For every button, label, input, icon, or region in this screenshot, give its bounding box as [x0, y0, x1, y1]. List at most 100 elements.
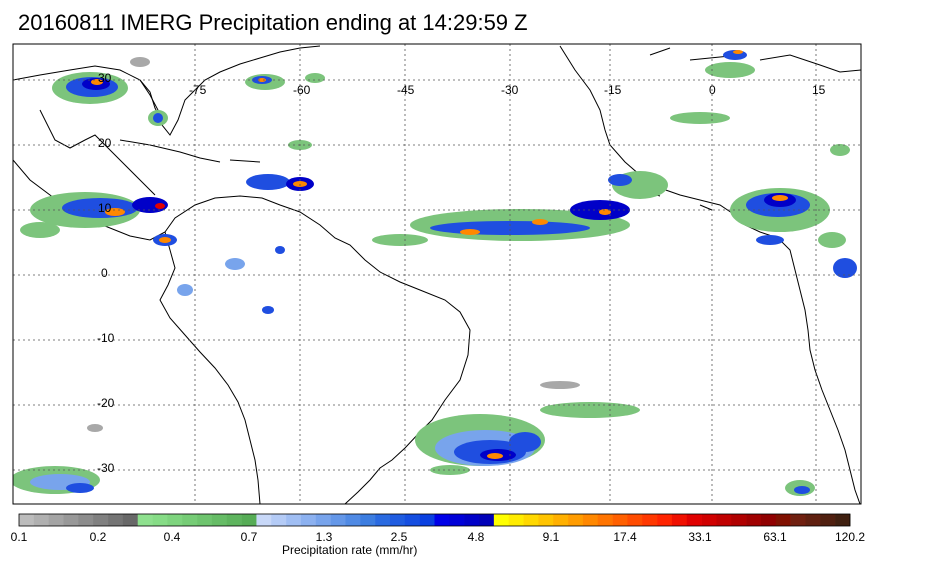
precip-patch-green [818, 232, 846, 248]
colorbar-cell [122, 514, 139, 526]
precip-patch-orange [487, 453, 503, 459]
lat-label-10s: -10 [97, 331, 115, 345]
precip-southwest-corner [13, 424, 815, 496]
colorbar-label-1: 0.2 [89, 530, 107, 544]
colorbar-cell [137, 514, 153, 526]
colorbar-label-5: 2.5 [390, 530, 408, 544]
colorbar-cell [182, 514, 198, 526]
precip-patch-lightblue [225, 258, 245, 270]
colorbar-cell [271, 514, 287, 526]
colorbar-cell [523, 514, 539, 526]
colorbar-cell [152, 514, 168, 526]
graticule [13, 44, 861, 504]
precip-patch-blue [430, 221, 590, 235]
colorbar-cell [686, 514, 702, 526]
colorbar-cell [197, 514, 213, 526]
precip-patch-orange [460, 229, 480, 235]
africa-coast [559, 45, 861, 504]
colorbar-cell [479, 514, 495, 526]
colorbar-cell [597, 514, 613, 526]
lon-label-0: 0 [709, 83, 716, 97]
lon-label-75w: -75 [189, 83, 207, 97]
precip-patch-orange [258, 78, 266, 82]
colorbar-cell [330, 514, 346, 526]
longitude-labels: -75 -60 -45 -30 -15 0 15 [189, 83, 826, 97]
mediterranean-coast [649, 47, 861, 73]
colorbar [18, 513, 851, 527]
lat-label-10n: 10 [98, 201, 112, 215]
colorbar-cell [360, 514, 376, 526]
lat-label-0: 0 [101, 266, 108, 280]
colorbar-title: Precipitation rate (mm/hr) [282, 543, 418, 557]
south-america-west-coast [159, 231, 261, 504]
precip-patch-gray [130, 57, 150, 67]
colorbar-cell [419, 514, 435, 526]
colorbar-cell [48, 514, 64, 526]
south-america-coast [164, 195, 471, 504]
lon-label-15w: -15 [604, 83, 622, 97]
colorbar-cell [315, 514, 331, 526]
colorbar-cell [568, 514, 584, 526]
colorbar-label-10: 63.1 [763, 530, 787, 544]
colorbar-cell [286, 514, 302, 526]
precip-itcz [372, 171, 668, 246]
colorbar-cell [375, 514, 391, 526]
precip-patch-blue [833, 258, 857, 278]
colorbar-label-0: 0.1 [10, 530, 28, 544]
colorbar-label-9: 33.1 [688, 530, 712, 544]
colorbar-cell [493, 514, 509, 526]
colorbar-cell [612, 514, 628, 526]
colorbar-cell [211, 514, 228, 526]
colorbar-label-7: 9.1 [542, 530, 560, 544]
precip-patch-blue [509, 432, 541, 452]
colorbar-cell [805, 514, 821, 526]
precip-patch-blue [153, 113, 163, 123]
precip-patch-orange [599, 209, 611, 215]
precip-patch-blue [275, 246, 285, 254]
colorbar-cell [582, 514, 599, 526]
colorbar-cell [404, 514, 420, 526]
colorbar-frame [18, 513, 851, 527]
colorbar-cell [78, 514, 94, 526]
lat-label-30s: -30 [97, 461, 115, 475]
colorbar-cell [434, 514, 450, 526]
colorbar-cell [790, 514, 806, 526]
colorbar-cell [93, 514, 109, 526]
colorbar-cell [642, 514, 658, 526]
colorbar-cell [716, 514, 732, 526]
precip-patch-blue [262, 306, 274, 314]
precip-patch-green [540, 402, 640, 418]
precip-patch-orange [733, 50, 743, 54]
colorbar-cell [508, 514, 524, 526]
colorbar-cell [241, 514, 257, 526]
colorbar-cell [345, 514, 361, 526]
colorbar-cell [167, 514, 183, 526]
precip-patch-green [372, 234, 428, 246]
latitude-labels: 30 20 10 0 -10 -20 -30 [97, 71, 115, 475]
precip-patch-lightblue [177, 284, 193, 296]
colorbar-cell [835, 514, 851, 526]
colorbar-cell [775, 514, 791, 526]
colorbar-cell [820, 514, 836, 526]
colorbar-cell [657, 514, 673, 526]
precip-patch-green [670, 112, 730, 124]
colorbar-cell [671, 514, 688, 526]
precip-patch-orange [159, 237, 171, 243]
lon-label-60w: -60 [293, 83, 311, 97]
precip-patch-blue [608, 174, 632, 186]
precip-patch-darkblue [132, 197, 168, 213]
lon-label-15e: 15 [812, 83, 826, 97]
precip-patch-blue [756, 235, 784, 245]
colorbar-cell [449, 514, 465, 526]
precip-patch-orange [91, 79, 103, 85]
colorbar-cell [464, 514, 480, 526]
precip-patch-blue [246, 174, 290, 190]
map-title: 20160811 IMERG Precipitation ending at 1… [18, 10, 528, 35]
colorbar-cell [389, 514, 406, 526]
colorbar-cell [760, 514, 777, 526]
lon-label-30w: -30 [501, 83, 519, 97]
precip-patch-gray [540, 381, 580, 389]
colorbar-cell [746, 514, 762, 526]
precip-patch-gray [87, 424, 103, 432]
